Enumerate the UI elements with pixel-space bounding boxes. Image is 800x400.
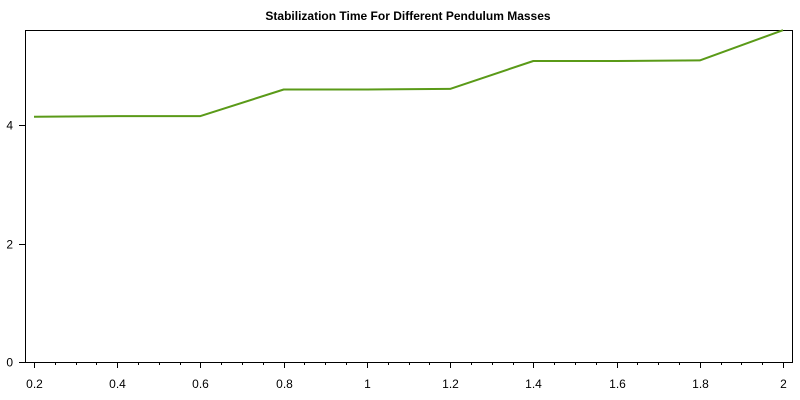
series-layer [33,29,784,118]
x-tick-label: 0.2 [26,377,43,391]
x-tick-label: 0.8 [276,377,293,391]
y-tick-label: 0 [6,356,13,370]
x-tick-label: 1.2 [442,377,459,391]
x-tick-label: 0.4 [109,377,126,391]
x-tick-label: 2 [780,377,787,391]
axes: 0.2 0.4 0.6 0.8 1 1.2 1.4 1.6 1.8 2 0 2 4 [6,30,793,391]
x-tick-label: 0.6 [192,377,209,391]
plot-frame [25,30,793,363]
y-tick-label: 4 [6,119,13,133]
x-tick-label: 1.8 [692,377,709,391]
x-tick-label: 1.4 [525,377,542,391]
y-tick-label: 2 [6,238,13,252]
x-tick-label: 1 [364,377,371,391]
chart-title: Stabilization Time For Different Pendulu… [265,9,551,23]
x-tick-label: 1.6 [609,377,626,391]
series-line [33,29,784,118]
